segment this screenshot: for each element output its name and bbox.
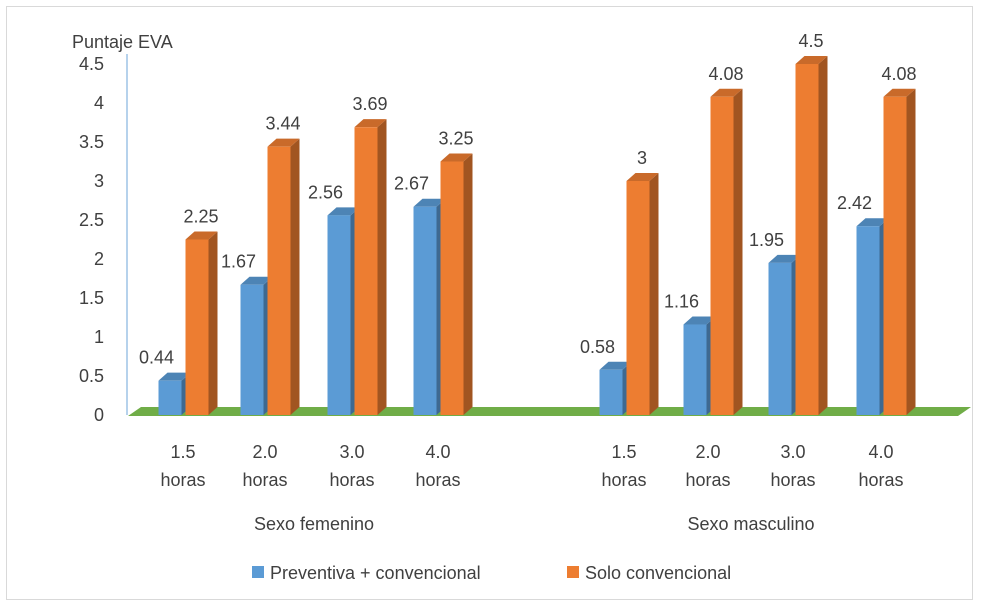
bar-top (683, 316, 716, 325)
bar (413, 206, 437, 415)
y-tick-label: 1.5 (79, 288, 104, 308)
x-category-label-line2: horas (160, 470, 205, 490)
data-label: 0.58 (580, 337, 615, 357)
x-category-label-line2: horas (770, 470, 815, 490)
bar-top (185, 231, 218, 240)
y-tick-label: 4 (94, 93, 104, 113)
y-tick-label: 0.5 (79, 366, 104, 386)
x-category-label-line2: horas (415, 470, 460, 490)
data-label: 2.42 (837, 193, 872, 213)
y-tick-label: 3 (94, 171, 104, 191)
data-label: 1.16 (664, 292, 699, 312)
bar-side (906, 88, 916, 415)
y-axis-title: Puntaje EVA (72, 32, 173, 52)
x-category-label-line1: 4.0 (868, 442, 893, 462)
bar-top (883, 88, 916, 97)
bar-side (208, 231, 218, 415)
bar-side (463, 153, 473, 415)
data-label: 3.69 (352, 94, 387, 114)
bar-top (768, 254, 801, 263)
x-category-label-line1: 4.0 (425, 442, 450, 462)
bar-top (240, 276, 273, 285)
bar (710, 96, 734, 415)
x-category-label-line2: horas (329, 470, 374, 490)
data-label: 1.67 (221, 252, 256, 272)
group-label: Sexo femenino (254, 514, 374, 534)
bar (158, 380, 182, 415)
bar-top (856, 218, 889, 227)
bar-side (733, 88, 743, 415)
data-label: 2.56 (308, 182, 343, 202)
x-category-label-line2: horas (858, 470, 903, 490)
data-label: 2.67 (394, 174, 429, 194)
data-label: 0.44 (139, 348, 174, 368)
y-tick-label: 2 (94, 249, 104, 269)
legend-swatch (567, 566, 579, 578)
bar-top (626, 173, 659, 181)
bar (856, 226, 880, 415)
bar (240, 284, 264, 415)
bar-top (354, 119, 387, 128)
bar-top (599, 361, 632, 370)
bar (185, 239, 209, 415)
bar (354, 127, 378, 416)
y-tick-label: 4.5 (79, 54, 104, 74)
y-tick-label: 1 (94, 327, 104, 347)
bar (883, 96, 907, 415)
data-label: 4.08 (881, 64, 916, 84)
bar (626, 181, 650, 415)
data-label: 3.44 (265, 114, 300, 134)
y-tick-label: 0 (94, 405, 104, 425)
x-category-label-line1: 3.0 (339, 442, 364, 462)
data-label: 1.95 (749, 230, 784, 250)
bar (440, 161, 464, 415)
data-label: 4.08 (708, 64, 743, 84)
x-category-label-line2: horas (685, 470, 730, 490)
x-category-label-line2: horas (601, 470, 646, 490)
x-category-label-line1: 1.5 (170, 442, 195, 462)
legend-label: Preventiva + convencional (270, 563, 481, 583)
bar (795, 64, 819, 415)
x-category-label-line1: 1.5 (611, 442, 636, 462)
bar (327, 215, 351, 415)
bar-side (290, 138, 300, 415)
bar-top (710, 88, 743, 97)
x-category-label-line1: 3.0 (780, 442, 805, 462)
bar-side (818, 56, 828, 415)
bar-side (649, 173, 659, 415)
y-tick-label: 2.5 (79, 210, 104, 230)
x-category-label-line1: 2.0 (695, 442, 720, 462)
bar (267, 146, 291, 415)
legend-swatch (252, 566, 264, 578)
bar-side (377, 119, 387, 416)
data-label: 2.25 (183, 207, 218, 227)
data-label: 4.5 (798, 31, 823, 51)
bar (683, 324, 707, 415)
bar-top (267, 138, 300, 147)
bar-top (795, 56, 828, 64)
x-category-label-line2: horas (242, 470, 287, 490)
bar-top (327, 207, 360, 216)
legend-label: Solo convencional (585, 563, 731, 583)
y-tick-label: 3.5 (79, 132, 104, 152)
data-label: 3.25 (438, 129, 473, 149)
data-label: 3 (637, 148, 647, 168)
bar-top (440, 153, 473, 162)
bar (768, 262, 792, 415)
bar-top (413, 198, 446, 207)
bar (599, 369, 623, 415)
x-category-label-line1: 2.0 (252, 442, 277, 462)
bar-top (158, 372, 191, 381)
group-label: Sexo masculino (687, 514, 814, 534)
